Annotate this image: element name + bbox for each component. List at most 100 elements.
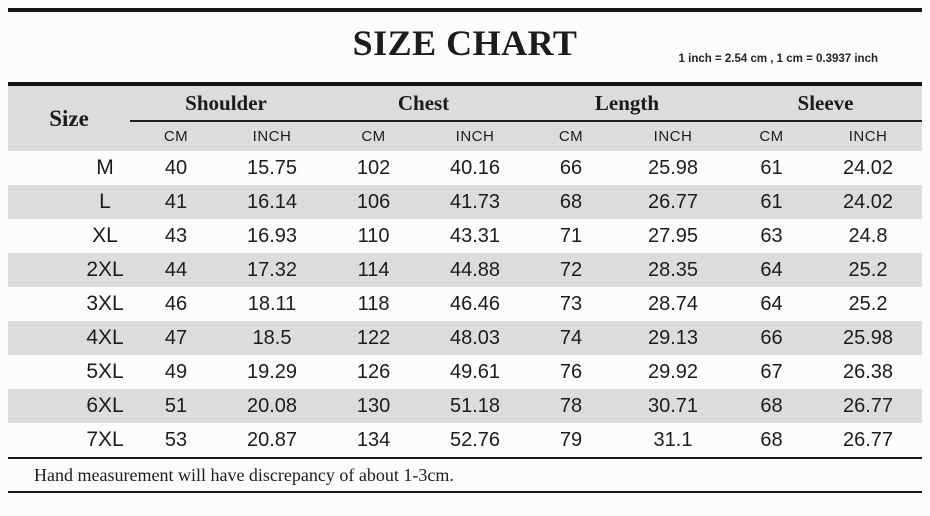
value-cell: 64 [760, 292, 783, 315]
title-block: SIZE CHART 1 inch = 2.54 cm , 1 cm = 0.3… [8, 12, 922, 82]
value-cell: 79 [559, 428, 583, 451]
value-cell: 40 [164, 156, 188, 179]
value-cell: 74 [525, 321, 618, 355]
value-cell: 29.13 [617, 321, 730, 355]
header-rule [8, 82, 922, 86]
value-cell: 16.14 [222, 185, 323, 219]
table-header: Size Shoulder Chest Length Sleeve CM INC… [8, 86, 923, 151]
unit-header-shoulder-cm: CM [130, 121, 222, 151]
unit-header-sleeve-cm: CM [729, 121, 815, 151]
value-cell: 68 [729, 389, 815, 423]
unit-header-chest-cm: CM [322, 121, 426, 151]
top-rule [8, 8, 922, 12]
table-row: 4XL 47 18.5 122 48.03 74 29.13 66 25.98 [8, 321, 923, 355]
value-cell: 26.77 [617, 185, 730, 219]
table-row: 6XL 51 20.08 130 51.18 78 30.71 68 26.77 [8, 389, 923, 423]
value-cell: 44 [130, 253, 222, 287]
value-cell: 18.5 [222, 321, 323, 355]
table-row: 3XL 46 18.11 118 46.46 73 28.74 64 25.2 [8, 287, 922, 321]
value-cell: 31.1 [653, 428, 693, 451]
value-cell: 52.76 [449, 428, 501, 451]
table-row: M 40 15.75 102 40.16 66 25.98 61 24.02 [8, 151, 922, 185]
value-cell: 110 [357, 224, 390, 247]
footer-block: Hand measurement will have discrepancy o… [8, 459, 922, 491]
value-cell: 17.32 [222, 253, 323, 287]
unit-header-row: CM INCH CM INCH CM INCH CM INCH [8, 121, 923, 151]
value-cell: 78 [525, 389, 618, 423]
value-cell: 118 [357, 292, 390, 315]
page-title: SIZE CHART [352, 23, 578, 63]
value-cell: 76 [559, 360, 583, 383]
value-cell: 24.02 [814, 185, 923, 219]
value-cell: 51.18 [425, 389, 526, 423]
value-cell: 26.38 [842, 360, 894, 383]
group-header-shoulder: Shoulder [130, 86, 323, 122]
group-header-row: Size Shoulder Chest Length Sleeve [8, 86, 923, 151]
size-cell: 3XL [86, 292, 124, 315]
table-row: 2XL 44 17.32 114 44.88 72 28.35 64 25.2 [8, 253, 923, 287]
unit-header-shoulder-inch: INCH [222, 121, 323, 151]
value-cell: 67 [760, 360, 783, 383]
group-header-chest: Chest [322, 86, 526, 122]
value-cell: 15.75 [246, 156, 298, 179]
value-cell: 30.71 [617, 389, 730, 423]
value-cell: 20.87 [246, 428, 298, 451]
group-header-length: Length [525, 86, 730, 122]
value-cell: 64 [729, 253, 815, 287]
value-cell: 44.88 [425, 253, 526, 287]
value-cell: 25.2 [814, 253, 923, 287]
value-cell: 61 [760, 156, 783, 179]
value-cell: 25.98 [647, 156, 699, 179]
value-cell: 66 [729, 321, 815, 355]
value-cell: 16.93 [246, 224, 298, 247]
value-cell: 24.8 [848, 224, 888, 247]
value-cell: 26.77 [842, 428, 894, 451]
value-cell: 25.2 [848, 292, 888, 315]
size-cell: 5XL [86, 360, 124, 383]
conversion-note: 1 inch = 2.54 cm , 1 cm = 0.3937 inch [678, 53, 878, 65]
value-cell: 18.11 [247, 292, 297, 315]
value-cell: 61 [729, 185, 815, 219]
value-cell: 28.35 [617, 253, 730, 287]
size-cell: 4XL [8, 321, 130, 355]
value-cell: 46.46 [449, 292, 501, 315]
group-header-sleeve: Sleeve [729, 86, 923, 122]
value-cell: 29.92 [647, 360, 699, 383]
value-cell: 46 [164, 292, 188, 315]
size-table-body: M 40 15.75 102 40.16 66 25.98 61 24.02 L 41 16.14 10… [8, 151, 923, 457]
size-cell: XL [92, 224, 118, 247]
value-cell: 48.03 [425, 321, 526, 355]
value-cell: 27.95 [647, 224, 699, 247]
value-cell: 73 [559, 292, 583, 315]
value-cell: 114 [322, 253, 426, 287]
value-cell: 106 [322, 185, 426, 219]
table-row: 7XL 53 20.87 134 52.76 79 31.1 68 26.77 [8, 423, 922, 457]
value-cell: 49.61 [449, 360, 501, 383]
table-row: XL 43 16.93 110 43.31 71 27.95 63 24.8 [8, 219, 922, 253]
size-chart-page: SIZE CHART 1 inch = 2.54 cm , 1 cm = 0.3… [8, 0, 923, 493]
size-cell: M [96, 156, 114, 179]
value-cell: 47 [130, 321, 222, 355]
size-cell: L [8, 185, 130, 219]
value-cell: 122 [322, 321, 426, 355]
value-cell: 68 [525, 185, 618, 219]
footer-top-rule [8, 457, 922, 459]
unit-header-length-cm: CM [525, 121, 618, 151]
bottom-rule [8, 491, 922, 493]
value-cell: 66 [559, 156, 583, 179]
value-cell: 49 [164, 360, 188, 383]
unit-header-sleeve-inch: INCH [814, 121, 923, 151]
value-cell: 68 [760, 428, 783, 451]
table-row: L 41 16.14 106 41.73 68 26.77 61 24.02 [8, 185, 923, 219]
unit-header-length-inch: INCH [617, 121, 730, 151]
unit-header-chest-inch: INCH [425, 121, 526, 151]
value-cell: 24.02 [842, 156, 894, 179]
value-cell: 43 [164, 224, 188, 247]
footer-note: Hand measurement will have discrepancy o… [34, 464, 454, 485]
value-cell: 53 [164, 428, 188, 451]
size-cell: 7XL [86, 428, 124, 451]
value-cell: 126 [356, 360, 391, 383]
value-cell: 19.29 [246, 360, 298, 383]
value-cell: 41.73 [425, 185, 526, 219]
value-cell: 134 [356, 428, 391, 451]
